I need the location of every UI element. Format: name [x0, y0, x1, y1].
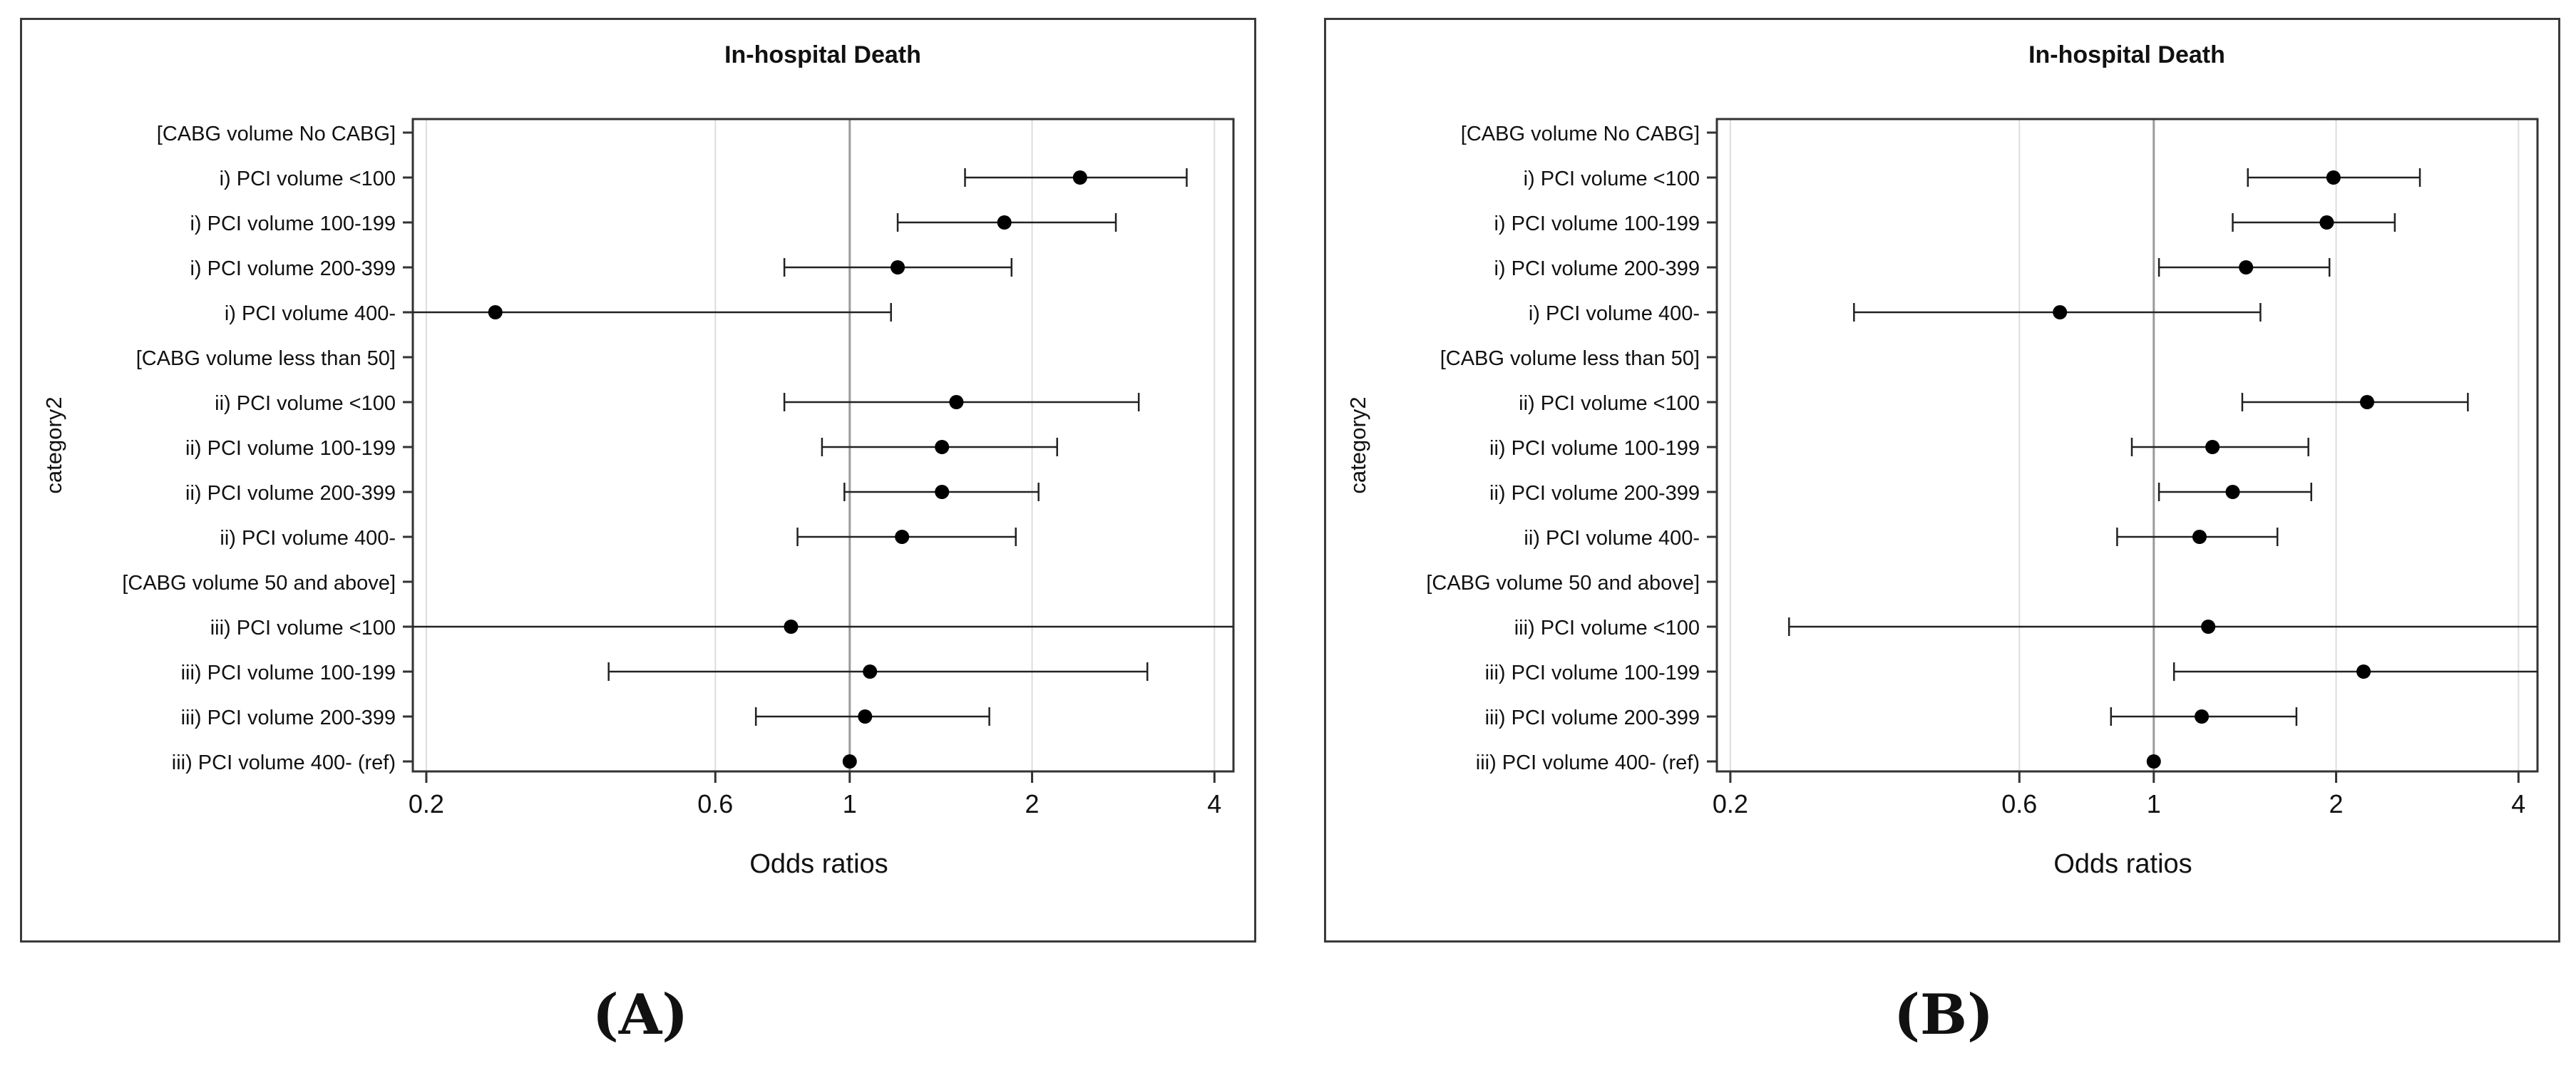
pb-point-estimate-14: [2146, 754, 2161, 769]
pb-point-estimate-4: [2053, 305, 2068, 319]
pb-point-estimate-6: [2360, 395, 2375, 409]
pb-row-label-14: iii) PCI volume 400- (ref): [1476, 751, 1700, 774]
pb-row-label-2: i) PCI volume 100-199: [1494, 212, 1700, 235]
pa-row-label-0: [CABG volume No CABG]: [157, 123, 396, 145]
pb-y-axis-label: category2: [1345, 396, 1370, 493]
pb-point-estimate-7: [2205, 440, 2220, 454]
pa-row-label-4: i) PCI volume 400-: [225, 302, 396, 325]
pb-x-tick-label-2: 1: [2147, 789, 2161, 818]
pa-point-estimate-1: [1072, 170, 1087, 185]
pa-x-axis-label: Odds ratios: [749, 849, 888, 879]
pa-point-estimate-2: [997, 215, 1012, 230]
pa-row-label-7: ii) PCI volume 100-199: [185, 437, 396, 460]
panel-a-frame: [20, 18, 1256, 943]
pa-row-label-9: ii) PCI volume 400-: [220, 527, 396, 550]
pa-x-tick-label-1: 0.6: [697, 789, 733, 818]
pa-point-estimate-9: [895, 530, 910, 544]
pa-row-label-10: [CABG volume 50 and above]: [122, 572, 396, 595]
pa-point-estimate-6: [949, 395, 964, 409]
pb-chart-title: In-hospital Death: [2028, 41, 2225, 68]
pa-row-label-12: iii) PCI volume 100-199: [181, 662, 396, 684]
pb-point-estimate-3: [2239, 260, 2254, 274]
pa-row-label-1: i) PCI volume <100: [220, 168, 396, 190]
pa-point-estimate-7: [935, 440, 950, 454]
pb-point-estimate-12: [2356, 664, 2371, 679]
pa-point-estimate-12: [863, 664, 878, 679]
pa-row-label-6: ii) PCI volume <100: [215, 392, 396, 415]
panel-label-b: (B): [1894, 982, 1993, 1047]
pb-row-label-4: i) PCI volume 400-: [1529, 302, 1700, 325]
pb-row-label-12: iii) PCI volume 100-199: [1485, 662, 1700, 684]
pa-point-estimate-3: [891, 260, 905, 274]
pa-plot-area: [411, 118, 1235, 773]
pb-point-estimate-1: [2326, 170, 2341, 185]
pb-plot-area: [1715, 118, 2539, 773]
pa-point-estimate-11: [784, 620, 799, 634]
pb-point-estimate-11: [2201, 620, 2216, 634]
pb-row-label-5: [CABG volume less than 50]: [1440, 347, 1700, 370]
pb-x-tick-label-0: 0.2: [1713, 789, 1748, 818]
pa-y-axis-label: category2: [41, 396, 66, 493]
pb-row-label-7: ii) PCI volume 100-199: [1489, 437, 1700, 460]
pb-row-label-13: iii) PCI volume 200-399: [1485, 707, 1700, 729]
pb-x-tick-label-3: 2: [2329, 789, 2344, 818]
pa-point-estimate-14: [842, 754, 857, 769]
pb-row-label-9: ii) PCI volume 400-: [1524, 527, 1700, 550]
pa-x-tick-label-3: 2: [1025, 789, 1040, 818]
pb-point-estimate-2: [2319, 215, 2334, 230]
pb-x-tick-label-1: 0.6: [2001, 789, 2037, 818]
pa-x-tick-label-2: 1: [843, 789, 857, 818]
pb-row-label-6: ii) PCI volume <100: [1519, 392, 1700, 415]
pa-point-estimate-4: [488, 305, 503, 319]
pa-row-label-14: iii) PCI volume 400- (ref): [172, 751, 396, 774]
panel-label-a: (A): [592, 982, 689, 1047]
panel-b-frame: [1324, 18, 2560, 943]
pb-point-estimate-9: [2192, 530, 2207, 544]
pb-point-estimate-8: [2225, 485, 2240, 499]
pa-point-estimate-13: [858, 709, 873, 724]
pa-x-tick-label-0: 0.2: [409, 789, 444, 818]
pb-row-label-10: [CABG volume 50 and above]: [1426, 572, 1700, 595]
pb-point-estimate-13: [2195, 709, 2210, 724]
pa-row-label-3: i) PCI volume 200-399: [190, 257, 396, 280]
pb-x-tick-label-4: 4: [2511, 789, 2525, 818]
pa-row-label-8: ii) PCI volume 200-399: [185, 482, 396, 505]
pa-row-label-11: iii) PCI volume <100: [210, 617, 396, 640]
pb-row-label-0: [CABG volume No CABG]: [1461, 123, 1700, 145]
pa-x-tick-label-4: 4: [1207, 789, 1221, 818]
pb-x-axis-label: Odds ratios: [2053, 849, 2192, 879]
pa-point-estimate-8: [935, 485, 950, 499]
pb-row-label-11: iii) PCI volume <100: [1514, 617, 1700, 640]
pa-chart-title: In-hospital Death: [724, 41, 921, 68]
pa-row-label-13: iii) PCI volume 200-399: [181, 707, 396, 729]
pb-row-label-8: ii) PCI volume 200-399: [1489, 482, 1700, 505]
pb-row-label-3: i) PCI volume 200-399: [1494, 257, 1700, 280]
pa-row-label-5: [CABG volume less than 50]: [136, 347, 396, 370]
pa-row-label-2: i) PCI volume 100-199: [190, 212, 396, 235]
pb-row-label-1: i) PCI volume <100: [1524, 168, 1700, 190]
